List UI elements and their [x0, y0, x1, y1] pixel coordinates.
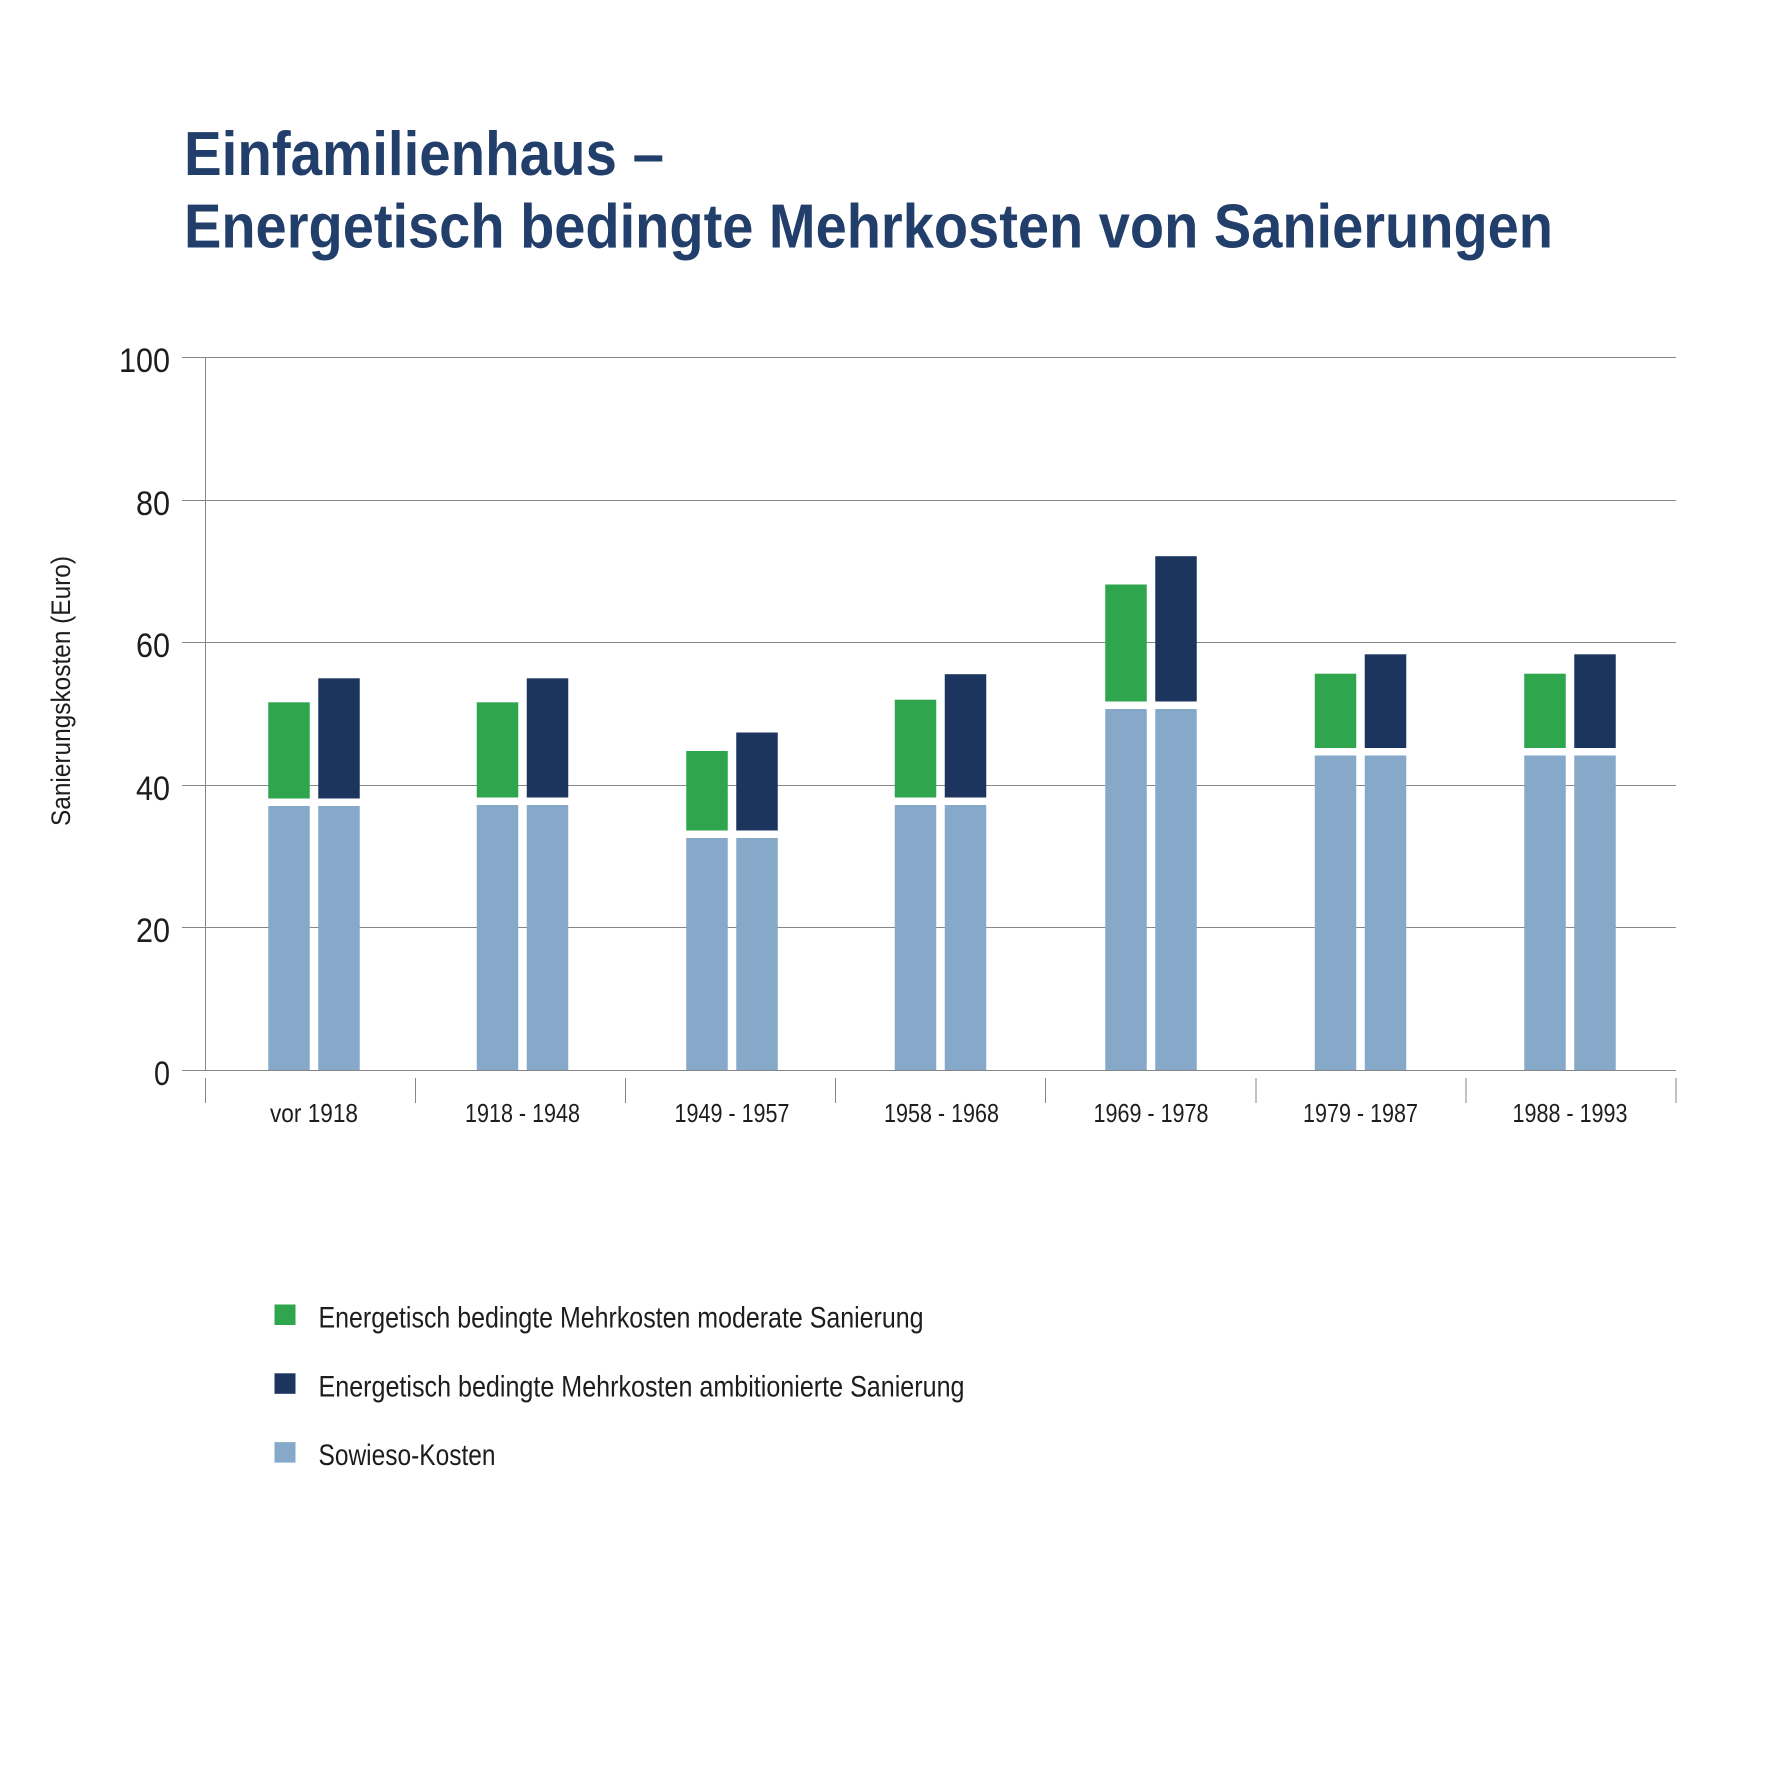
svg-text:1988 - 1993: 1988 - 1993 [1513, 1098, 1628, 1128]
svg-text:Energetisch bedingte Mehrkoste: Energetisch bedingte Mehrkosten moderate… [319, 1302, 924, 1335]
svg-text:Sanierungskosten (Euro): Sanierungskosten (Euro) [46, 556, 76, 826]
svg-text:1918 - 1948: 1918 - 1948 [465, 1098, 580, 1128]
svg-text:1969 - 1978: 1969 - 1978 [1094, 1098, 1209, 1128]
svg-text:40: 40 [136, 770, 170, 808]
svg-text:vor 1918: vor 1918 [270, 1098, 358, 1128]
svg-text:60: 60 [136, 627, 170, 665]
svg-text:Energetisch bedingte Mehrkoste: Energetisch bedingte Mehrkosten von Sani… [184, 192, 1553, 262]
svg-text:100: 100 [119, 342, 170, 380]
svg-text:0: 0 [154, 1055, 170, 1093]
svg-text:1979 - 1987: 1979 - 1987 [1303, 1098, 1418, 1128]
svg-text:1949 - 1957: 1949 - 1957 [675, 1098, 790, 1128]
svg-text:Energetisch bedingte Mehrkoste: Energetisch bedingte Mehrkosten ambition… [319, 1370, 965, 1403]
svg-text:Einfamilienhaus –: Einfamilienhaus – [184, 119, 664, 189]
svg-text:1958 - 1968: 1958 - 1968 [884, 1098, 999, 1128]
svg-text:20: 20 [136, 912, 170, 950]
svg-text:80: 80 [136, 485, 170, 523]
svg-text:Sowieso-Kosten: Sowieso-Kosten [319, 1439, 496, 1472]
